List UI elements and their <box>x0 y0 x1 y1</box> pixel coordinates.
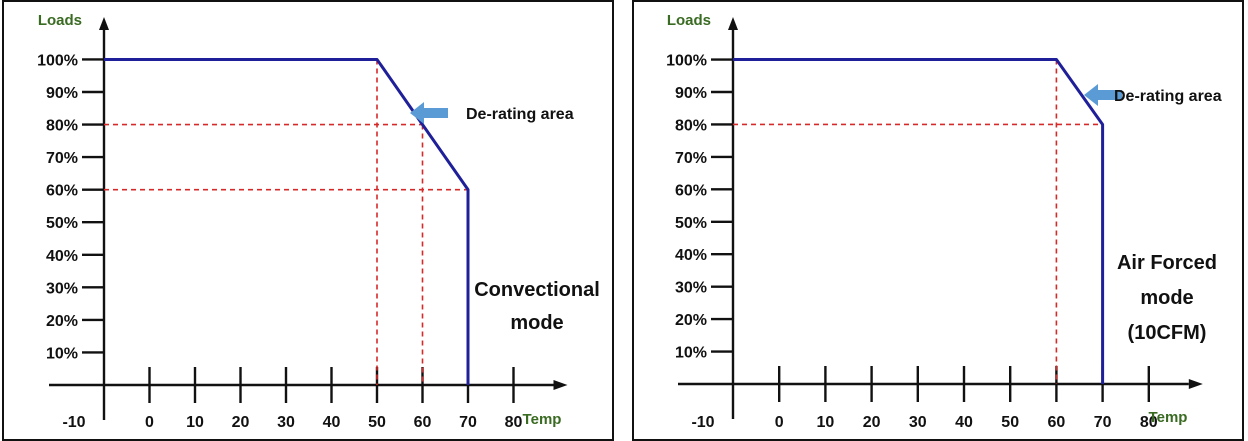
derating-chart-air-forced: 10% 20% 30% 40% 50% 60% 70% 80% 90% 100% -10 0 10 20 3… <box>666 12 1222 431</box>
derating-arrow-icon <box>410 102 448 124</box>
y-tick-label: 70% <box>675 150 707 167</box>
mode-label-line: mode <box>510 312 563 334</box>
derating-curve <box>733 58 1105 384</box>
x-tick-label: 10 <box>186 414 204 431</box>
chart-plot-group: 10% 20% 30% 40% 50% 60% 70% 80% 90% 100% -10 0 10 20 3… <box>666 12 1222 431</box>
x-tick-label: 50 <box>368 414 386 431</box>
mode-label-line: Air Forced <box>1117 252 1217 274</box>
x-axis-arrow-icon <box>1188 379 1203 389</box>
x-tick-label: 60 <box>1048 414 1066 431</box>
x-tick-label: 40 <box>323 414 341 431</box>
y-tick-label: 30% <box>675 280 707 297</box>
derating-chart-convectional: 10% 20% 30% 40% 50% 60% 70% 80% 90% 100% -10 0 10 20 3… <box>37 12 600 431</box>
x-tick-label: 0 <box>145 414 154 431</box>
y-tick-label: 40% <box>675 247 707 264</box>
x-tick-label: 40 <box>955 414 973 431</box>
x-tick-label: 50 <box>1001 414 1019 431</box>
x-tick-label: 10 <box>817 414 835 431</box>
y-tick-label: 60% <box>675 182 707 199</box>
y-tick-label: 50% <box>675 215 707 232</box>
y-tick-label: 80% <box>675 117 707 134</box>
mode-label-line: Convectional <box>474 279 600 301</box>
x-axis-arrow-icon <box>553 380 568 390</box>
y-axis-arrow-icon <box>728 17 738 30</box>
y-tick-label: 20% <box>675 312 707 329</box>
y-tick-label: 40% <box>46 248 78 265</box>
chart-plot-group: 10% 20% 30% 40% 50% 60% 70% 80% 90% 100% -10 0 10 20 3… <box>37 12 600 431</box>
x-tick-label: -10 <box>62 414 85 431</box>
y-tick-label: 20% <box>46 313 78 330</box>
derating-annotation: De-rating area <box>466 106 574 123</box>
x-tick-label: 0 <box>775 414 784 431</box>
y-tick-label: 10% <box>46 345 78 362</box>
x-tick-label: 70 <box>459 414 477 431</box>
mode-label-line: mode <box>1140 287 1193 309</box>
x-tick-label: 30 <box>909 414 927 431</box>
y-tick-label: 50% <box>46 215 78 232</box>
y-axis-arrow-icon <box>99 17 109 30</box>
x-axis-title: Temp <box>523 411 562 428</box>
x-tick-label: -10 <box>691 414 714 431</box>
x-tick-label: 20 <box>863 414 881 431</box>
x-tick-label: 80 <box>505 414 523 431</box>
y-tick-label: 90% <box>46 85 78 102</box>
derating-arrow-icon <box>1084 84 1122 106</box>
x-tick-label: 20 <box>232 414 250 431</box>
y-tick-label: 70% <box>46 150 78 167</box>
mode-label-line: (10CFM) <box>1128 322 1207 344</box>
x-tick-label: 80 <box>1140 414 1158 431</box>
y-tick-label: 30% <box>46 280 78 297</box>
y-tick-label: 100% <box>666 53 707 70</box>
y-tick-label: 60% <box>46 183 78 200</box>
y-tick-label: 10% <box>675 345 707 362</box>
x-axis-title: Temp <box>1149 409 1188 426</box>
derating-annotation: De-rating area <box>1114 88 1222 105</box>
y-tick-label: 80% <box>46 118 78 135</box>
y-tick-label: 90% <box>675 85 707 102</box>
y-axis-title: Loads <box>38 12 82 29</box>
x-tick-label: 60 <box>414 414 432 431</box>
derating-curve <box>104 57 470 385</box>
chart-panel-air-forced: 10% 20% 30% 40% 50% 60% 70% 80% 90% 100% -10 0 10 20 3… <box>632 0 1244 441</box>
x-tick-label: 30 <box>277 414 295 431</box>
y-tick-label: 100% <box>37 52 78 69</box>
x-tick-label: 70 <box>1094 414 1112 431</box>
y-axis-title: Loads <box>667 12 711 29</box>
chart-panel-convectional: 10% 20% 30% 40% 50% 60% 70% 80% 90% 100% -10 0 10 20 3… <box>2 0 614 441</box>
